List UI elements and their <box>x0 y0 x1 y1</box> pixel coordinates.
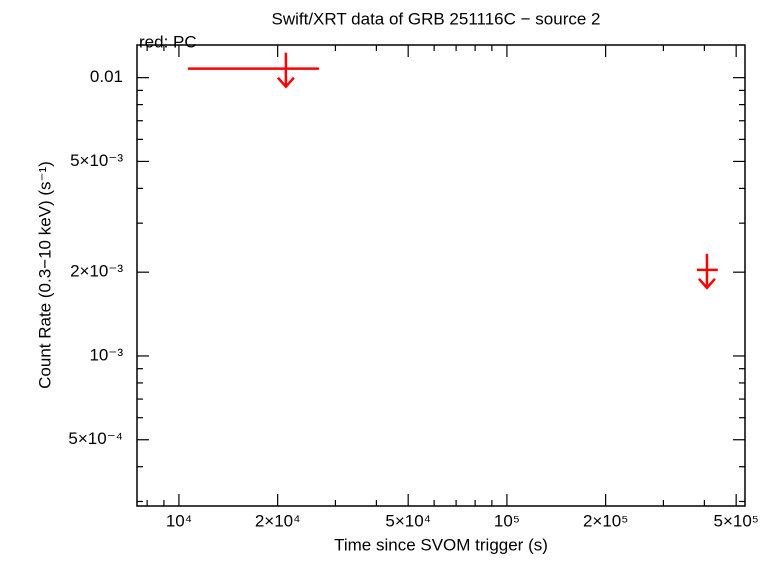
x-tick-label: 5×10⁵ <box>713 511 758 530</box>
x-tick-label: 2×10⁵ <box>583 511 628 530</box>
chart-title: Swift/XRT data of GRB 251116C − source 2 <box>271 9 600 28</box>
upper-limit-arrow <box>276 76 295 89</box>
y-axis-label: Count Rate (0.3−10 keV) (s⁻¹) <box>35 161 54 389</box>
x-tick-label: 5×10⁴ <box>385 511 431 530</box>
y-tick-label: 0.01 <box>90 67 123 86</box>
y-tick-label: 5×10⁻⁴ <box>68 429 123 448</box>
x-axis-label: Time since SVOM trigger (s) <box>334 535 548 554</box>
plot-frame <box>136 44 746 507</box>
y-tick-label: 2×10⁻³ <box>70 262 123 281</box>
legend-note: red: PC <box>139 32 197 51</box>
y-tick-label: 10⁻³ <box>89 345 123 364</box>
x-tick-label: 10⁴ <box>166 511 192 530</box>
x-tick-label: 10⁵ <box>494 511 520 530</box>
upper-limit-arrow <box>698 278 716 290</box>
x-tick-label: 2×10⁴ <box>255 511 301 530</box>
y-tick-label: 5×10⁻³ <box>70 151 123 170</box>
